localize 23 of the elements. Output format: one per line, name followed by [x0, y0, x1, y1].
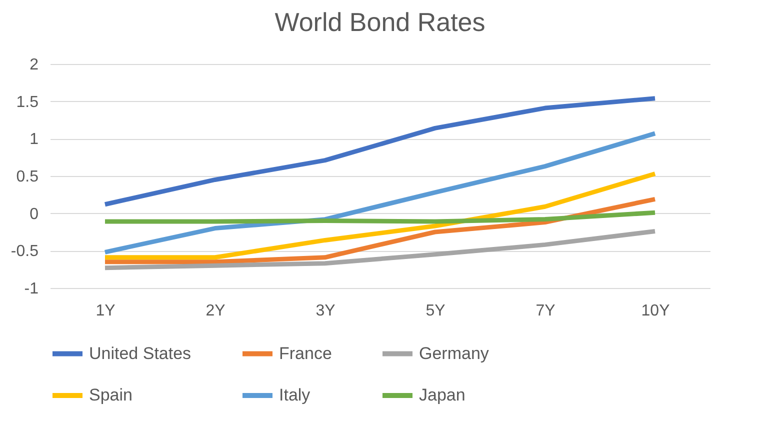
line-series — [102, 229, 658, 270]
y-tick-label: 0 — [30, 206, 39, 223]
x-tick-label: 1Y — [96, 302, 116, 320]
x-tick-label: 7Y — [536, 302, 556, 320]
legend-label: Germany — [419, 344, 490, 363]
y-tick-label: 0.5 — [16, 168, 39, 186]
x-tick-label: 2Y — [206, 302, 226, 320]
x-tick-label: 10Y — [641, 302, 670, 320]
legend-label: Spain — [89, 386, 132, 404]
y-tick-label: 1 — [30, 131, 39, 148]
y-tick-label: 1.5 — [16, 94, 39, 111]
y-tick-label: 2 — [30, 56, 39, 74]
chart-title: World Bond Rates — [274, 7, 486, 37]
legend-label: Italy — [279, 386, 311, 404]
x-tick-label: 3Y — [316, 302, 336, 320]
line-series — [102, 96, 658, 207]
legend-label: United States — [89, 344, 192, 363]
x-tick-label: 5Y — [426, 302, 446, 320]
legend-label: Japan — [419, 386, 466, 404]
line-series — [102, 131, 658, 254]
y-tick-label: -1 — [24, 280, 39, 298]
y-tick-label: -0.5 — [10, 243, 39, 260]
legend-label: France — [279, 344, 332, 363]
